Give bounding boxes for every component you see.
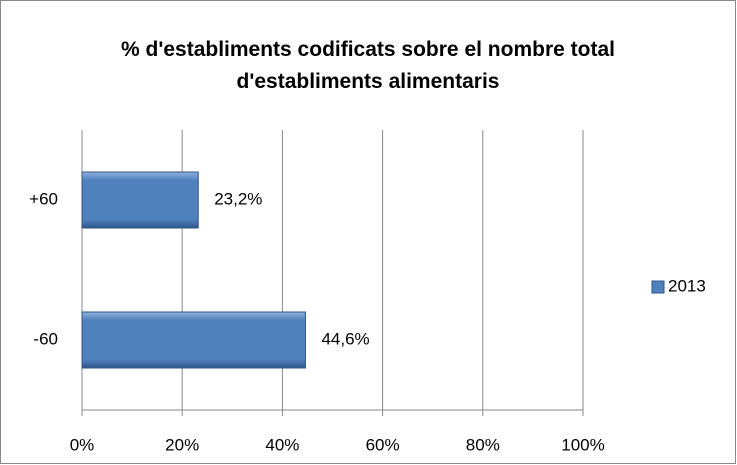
- x-tick-label: 80%: [466, 435, 500, 454]
- data-label: 44,6%: [321, 329, 369, 348]
- x-tick-label: 60%: [366, 435, 400, 454]
- legend-label: 2013: [668, 276, 706, 295]
- x-tick-label: 0%: [70, 435, 95, 454]
- y-tick-label: +60: [29, 189, 58, 208]
- data-label: 23,2%: [214, 189, 262, 208]
- x-tick-label: 100%: [561, 435, 604, 454]
- chart-title: % d'establiments codificats sobre el nom…: [121, 38, 615, 93]
- legend-swatch: [651, 280, 665, 294]
- x-tick-label: 20%: [165, 435, 199, 454]
- x-tick-label: 40%: [265, 435, 299, 454]
- y-tick-label: -60: [33, 329, 58, 348]
- bar: [81, 171, 199, 229]
- bar: [81, 311, 306, 369]
